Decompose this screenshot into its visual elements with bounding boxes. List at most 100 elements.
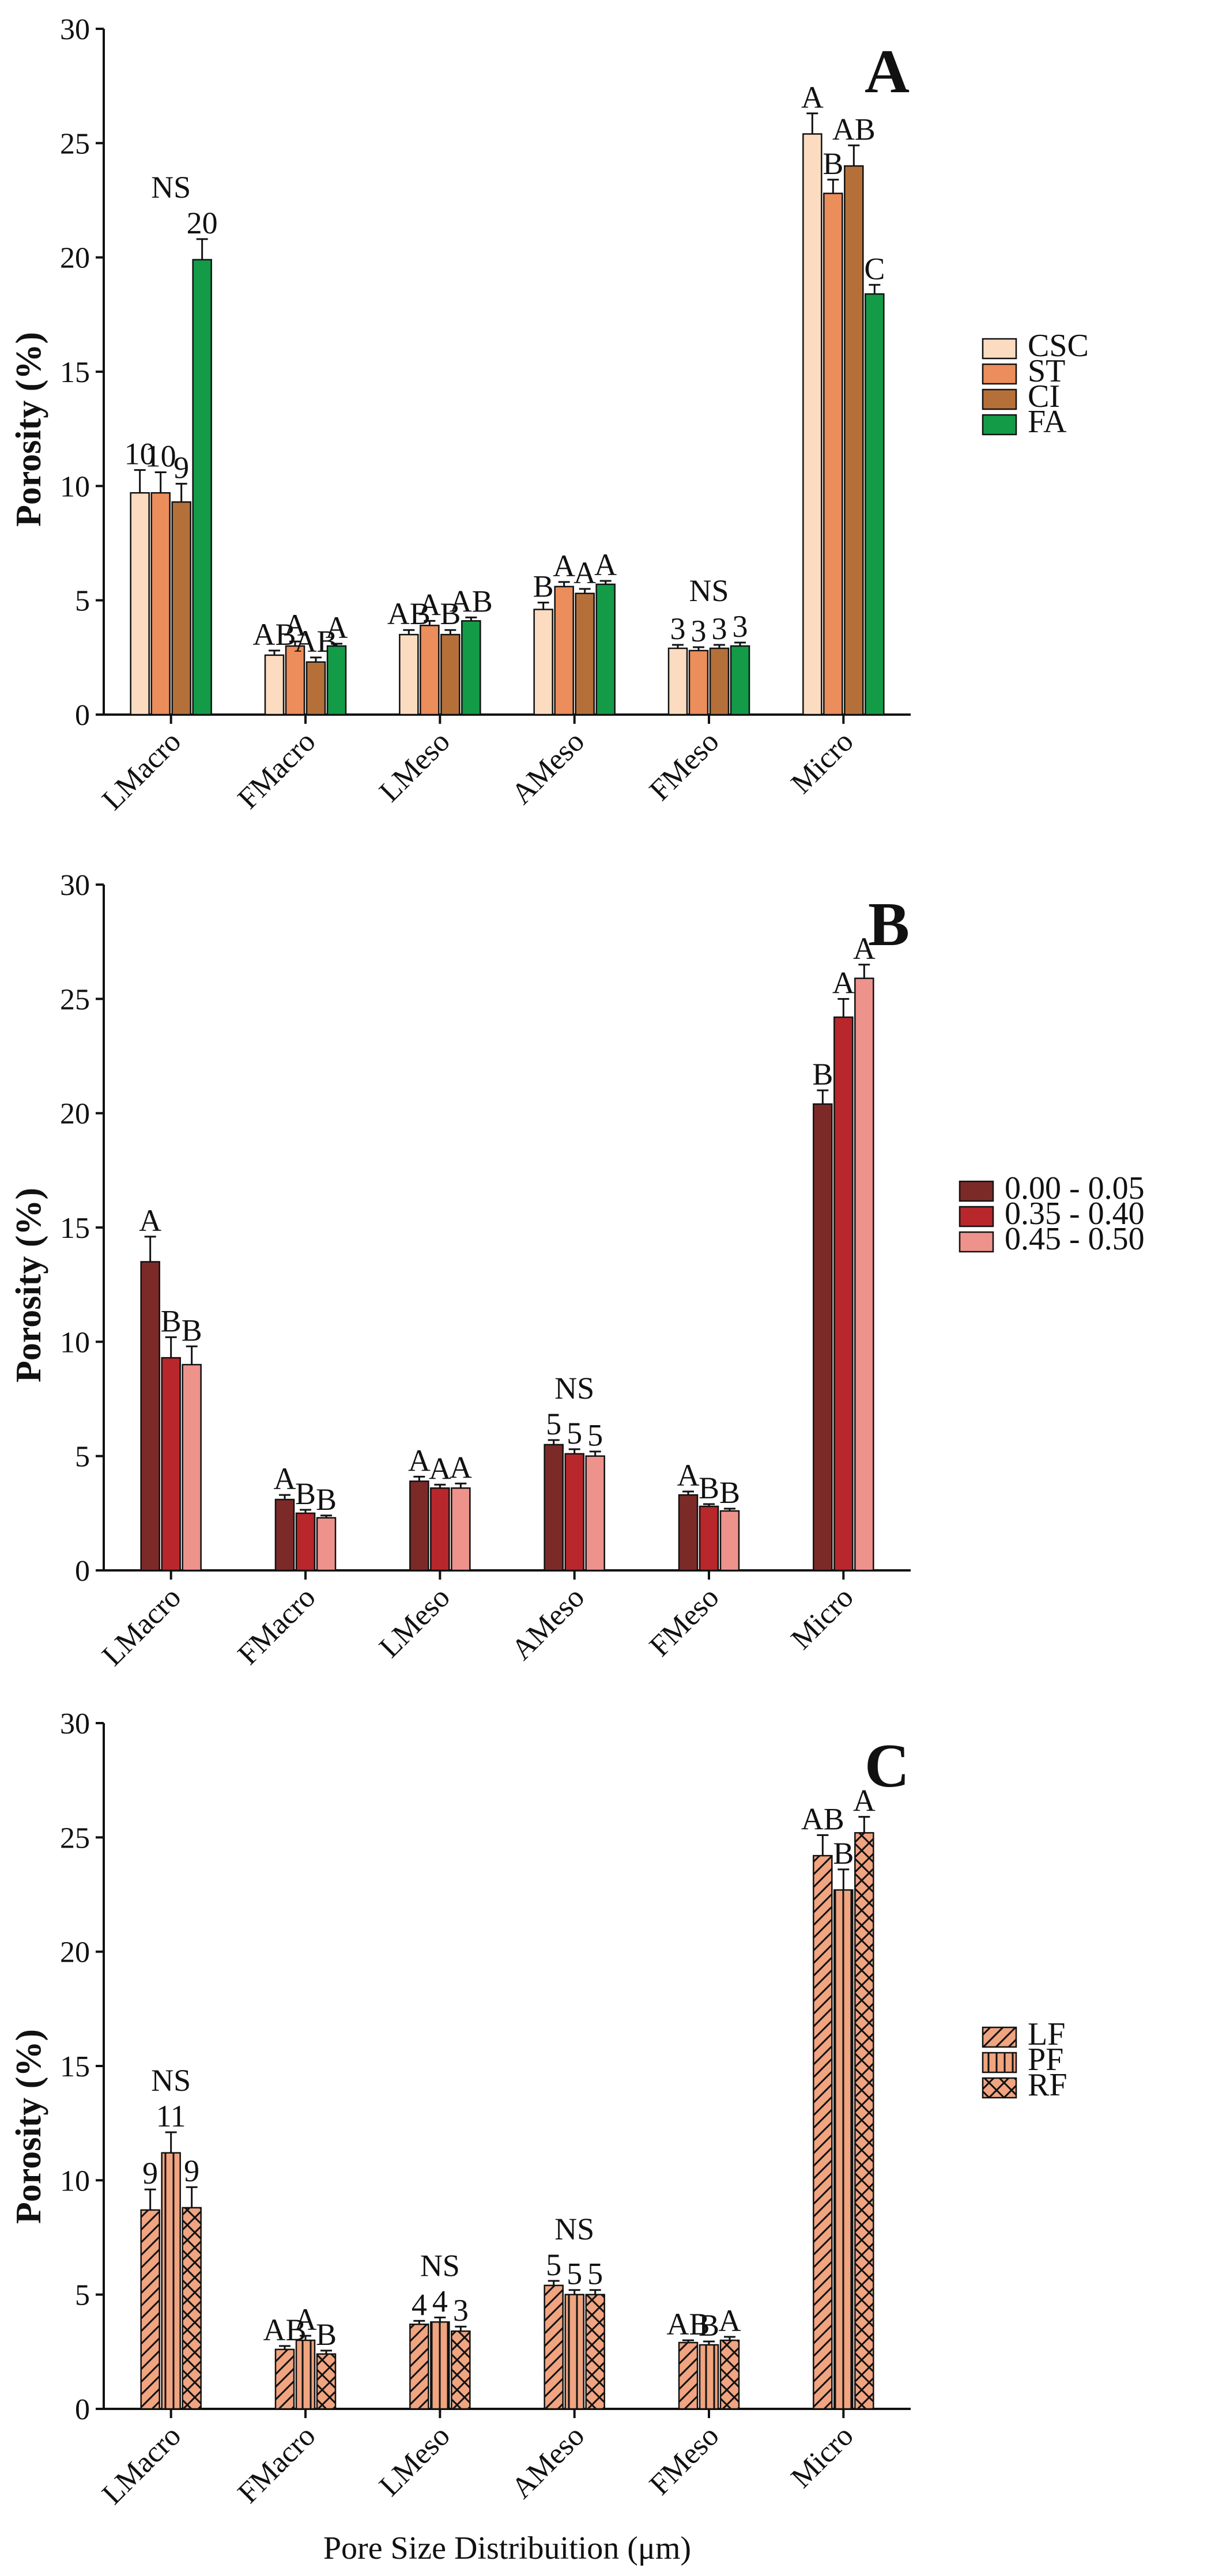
group-annotation: NS: [554, 1371, 594, 1406]
bar-significance-label: A: [677, 1458, 700, 1493]
bar-significance-label: B: [719, 1475, 740, 1510]
bar-lmacro-rf: [182, 2207, 202, 2410]
bar-fmeso-csc: [667, 647, 688, 716]
legend-swatch: [959, 1231, 994, 1253]
x-category-label: FMacro: [232, 1581, 322, 1671]
bar-significance-label: 5: [567, 1416, 582, 1451]
bar-lmeso-pf: [430, 2321, 450, 2410]
bar-ameso-st: [554, 586, 574, 716]
x-category-label: AMeso: [505, 1581, 591, 1667]
bar-significance-label: A: [832, 965, 855, 1000]
bar-significance-label: A: [853, 931, 876, 966]
bar-significance-label: 5: [587, 2257, 603, 2291]
y-tick-label: 25: [60, 127, 90, 160]
panel-b-letter: B: [868, 890, 910, 959]
legend-label: RF: [1028, 2067, 1067, 2103]
x-category-label: LMacro: [96, 2419, 187, 2511]
y-tick-label: 10: [60, 2165, 90, 2197]
x-category-label: Micro: [785, 1581, 860, 1656]
legend-swatch: [982, 363, 1017, 385]
x-category-label: AMeso: [505, 725, 591, 811]
bar-micro-lf: [813, 1854, 833, 2410]
bar-micro-0-00-0-05: [813, 1103, 833, 1572]
x-category-label: Micro: [785, 2419, 860, 2494]
bar-significance-label: 3: [733, 609, 748, 644]
panel-c-xlabel: Pore Size Distribuition (μm): [323, 2530, 691, 2566]
bar-micro-pf: [833, 1889, 854, 2410]
panel-c-plot: 051015202530LMacro9119NSFMacroABABLMeso4…: [60, 1708, 911, 2511]
x-category-label: FMeso: [643, 1581, 725, 1663]
bar-lmacro-0-00-0-05: [140, 1261, 160, 1572]
bar-significance-label: AB: [832, 112, 876, 146]
bar-fmacro-0-45-0-50: [316, 1517, 337, 1572]
bar-lmacro-csc: [130, 492, 150, 716]
y-tick-label: 0: [75, 2393, 90, 2426]
y-tick-label: 30: [60, 869, 90, 902]
bar-micro-ci: [844, 165, 864, 716]
bar-lmacro-st: [150, 492, 171, 716]
group-annotation: NS: [151, 170, 191, 205]
bar-significance-label: B: [699, 2308, 719, 2343]
bar-significance-label: A: [295, 2302, 317, 2337]
y-tick-label: 20: [60, 242, 90, 275]
x-category-label: FMeso: [643, 2419, 725, 2501]
bar-significance-label: AB: [450, 584, 493, 618]
bar-ameso-fa: [595, 583, 616, 716]
bar-significance-label: AB: [666, 2307, 710, 2341]
bar-significance-label: A: [853, 1784, 876, 1818]
x-category-label: Micro: [785, 725, 860, 800]
bar-lmacro-0-45-0-50: [182, 1363, 202, 1572]
y-tick-label: 20: [60, 1098, 90, 1131]
y-tick-label: 25: [60, 983, 90, 1016]
bar-significance-label: 10: [145, 439, 176, 474]
y-tick-label: 10: [60, 470, 90, 503]
x-category-label: FMacro: [232, 2419, 322, 2510]
bar-fmacro-0-00-0-05: [274, 1498, 295, 1572]
bar-fmeso-st: [688, 649, 709, 716]
bar-ameso-0-00-0-05: [544, 1444, 564, 1572]
panel-c: Porosity (%) C 0 5 10 15 20 25 30 LMacro 9 11 9 NS F…: [9, 1708, 1067, 2566]
bar-significance-label: A: [139, 1203, 161, 1238]
legend-label: CI: [1028, 379, 1060, 414]
bar-ameso-0-45-0-50: [585, 1455, 605, 1572]
bar-significance-label: 9: [142, 2156, 158, 2190]
bar-micro-st: [823, 192, 843, 716]
bar-fmacro-0-35-0-40: [295, 1512, 316, 1572]
bar-significance-label: A: [553, 549, 575, 583]
bar-micro-rf: [854, 1832, 874, 2410]
bar-significance-label: A: [719, 2303, 741, 2338]
bar-micro-fa: [865, 293, 885, 716]
bar-ameso-lf: [544, 2284, 564, 2410]
bar-significance-label: 11: [156, 2099, 186, 2133]
bar-lmeso-fa: [461, 620, 481, 716]
group-annotation: NS: [689, 573, 729, 608]
legend-label: FA: [1028, 404, 1067, 440]
legend-swatch: [959, 1180, 994, 1202]
y-tick-label: 15: [60, 1212, 90, 1245]
bar-significance-label: 20: [187, 206, 218, 240]
bar-fmeso-ci: [709, 647, 730, 716]
bar-significance-label: 3: [712, 611, 727, 646]
bar-fmeso-lf: [678, 2341, 699, 2410]
bar-significance-label: A: [429, 1451, 451, 1486]
bar-significance-label: B: [316, 2317, 337, 2352]
bar-significance-label: A: [574, 556, 596, 590]
bar-fmeso-0-35-0-40: [699, 1505, 719, 1572]
bar-significance-label: A: [284, 608, 307, 643]
bar-significance-label: B: [440, 596, 461, 631]
panel-b-ylabel: Porosity (%): [9, 1188, 48, 1383]
bar-significance-label: 5: [567, 2257, 582, 2291]
bar-significance-label: B: [699, 1471, 719, 1505]
bar-significance-label: C: [864, 251, 885, 286]
bar-significance-label: A: [326, 610, 348, 645]
panel-c-ylabel: Porosity (%): [9, 2029, 48, 2224]
bar-lmeso-0-35-0-40: [430, 1487, 450, 1572]
bar-significance-label: 3: [453, 2293, 469, 2328]
y-tick-label: 15: [60, 2050, 90, 2083]
legend-label: 0.45 - 0.50: [1005, 1221, 1145, 1257]
bar-significance-label: AB: [801, 1801, 844, 1836]
x-category-label: LMeso: [373, 1581, 456, 1664]
